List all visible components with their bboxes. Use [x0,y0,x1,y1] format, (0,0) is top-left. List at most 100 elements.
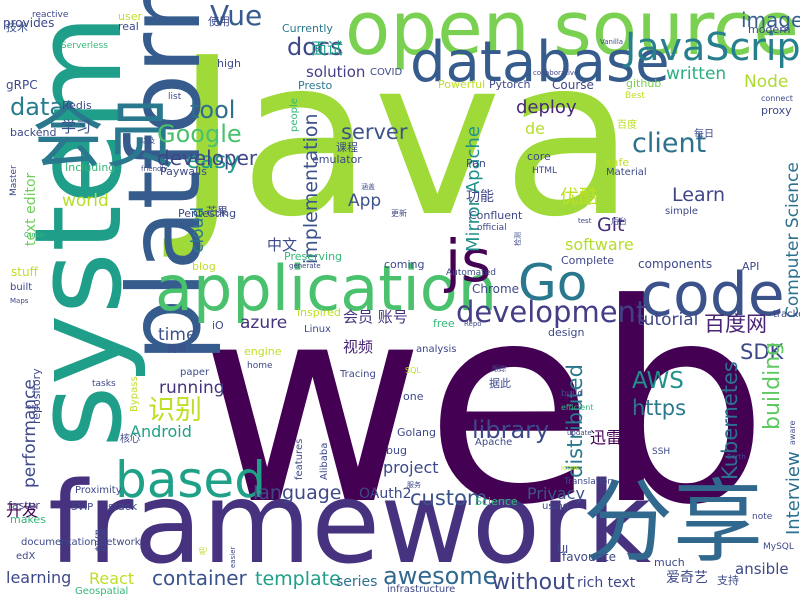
cloud-word: 会员 账号 [343,308,408,326]
cloud-word: 后台 [611,217,627,226]
cloud-word: API [742,260,760,273]
cloud-word: Pytorch [489,78,531,91]
cloud-word: 学习 [61,118,92,136]
cloud-word: bug [386,444,407,457]
cloud-word: Curso [24,231,45,239]
cloud-word: core [527,150,551,163]
cloud-word: 爱奇艺 [666,570,708,586]
cloud-word: implementation [300,113,322,264]
cloud-word: distributed [563,364,587,478]
cloud-word: tutorial [637,310,699,330]
cloud-word: client [632,128,707,159]
cloud-word: Earth [727,453,746,461]
cloud-word: Vue [210,0,263,32]
cloud-word: 中文 [267,236,298,254]
cloud-word: modern [748,23,791,36]
cloud-word: note [752,512,773,522]
cloud-word: 服务 [407,481,421,489]
cloud-word: Node [744,72,789,92]
cloud-word: Go [518,254,588,312]
cloud-word: 迅雷 [590,428,623,447]
cloud-word: 支持 [717,574,739,587]
cloud-word: makes [10,513,46,526]
cloud-word: Google [157,120,242,148]
cloud-word: icons [561,464,580,472]
cloud-word: built [10,282,33,293]
cloud-word: Complete [561,254,615,267]
cloud-word: Master [9,165,19,196]
cloud-word: Pan [466,157,486,170]
cloud-word: components [638,257,713,271]
cloud-word: easier [229,546,237,568]
cloud-word: 涵盖 [361,183,375,191]
cloud-word: one [403,390,424,403]
cloud-word: update [567,429,592,437]
cloud-word: project [383,458,439,477]
cloud-word: people [289,98,300,132]
cloud-word: learning [6,568,72,587]
cloud-word: 芒果 [206,205,228,218]
cloud-word: provides [3,16,55,30]
cloud-word: code [640,260,785,330]
cloud-word: easy [186,148,240,174]
cloud-word: open source [345,0,799,72]
cloud-word: 技术 [6,21,28,34]
cloud-word: azure [240,313,288,333]
cloud-word: stuff [11,265,38,279]
cloud-word: favourite [562,550,616,564]
cloud-word: user [118,10,142,23]
cloud-word: repository [30,368,43,424]
cloud-word: docs [287,33,343,61]
cloud-word: MySQL [763,542,794,552]
cloud-word: Translation [564,477,614,487]
cloud-word: developer [157,146,258,170]
cloud-word: container [152,566,247,590]
cloud-word: home [247,361,273,371]
cloud-word: faster [8,499,40,512]
cloud-word: much [654,556,685,569]
cloud-word: language [253,482,342,504]
cloud-word: backend [10,126,57,139]
cloud-word: github [626,77,662,90]
cloud-word: Course [552,78,594,92]
cloud-word: Linux [304,324,331,335]
cloud-word: 分享 [583,470,763,575]
cloud-word: 据此 [489,377,511,390]
cloud-word: App [348,191,382,211]
cloud-word: proxy [761,104,792,117]
cloud-word: OAuth2 [359,486,412,502]
cloud-word: SVIP [71,502,94,513]
cloud-word: efficient [561,403,594,412]
cloud-word: features [294,438,305,480]
cloud-word: SQL [405,366,421,375]
cloud-word: 核心 [120,434,140,445]
cloud-word: UI [557,543,569,556]
cloud-word: Golang [397,426,437,439]
cloud-word: Maps [10,297,29,305]
cloud-word: Git [597,214,625,236]
cloud-word: world [62,191,109,211]
cloud-word: based [115,451,266,509]
cloud-word: server [341,120,408,144]
cloud-word: Preserving [284,250,343,263]
cloud-word: framework [48,459,652,589]
cloud-word: Learn [672,184,726,206]
cloud-word: test [578,217,592,225]
cloud-word: database [410,30,670,95]
cloud-word: analysis [416,344,457,355]
cloud-word: design [548,326,585,339]
cloud-word: Science [475,495,518,508]
cloud-word: 课程 [336,141,358,154]
cloud-word: coming [384,258,425,271]
cloud-word: 视频 [343,338,374,356]
cloud-word: connect [761,94,793,103]
cloud-word: Pentesting [178,207,237,220]
cloud-word: React [89,569,135,588]
cloud-word: paper [180,367,210,378]
cloud-word: Automated [446,268,496,278]
cloud-word: 每日 [694,129,714,140]
cloud-word: gRPC [6,78,38,92]
cloud-word: js [445,227,492,295]
cloud-word: infrastructure [387,584,456,595]
cloud-word: 识别 [148,395,202,426]
